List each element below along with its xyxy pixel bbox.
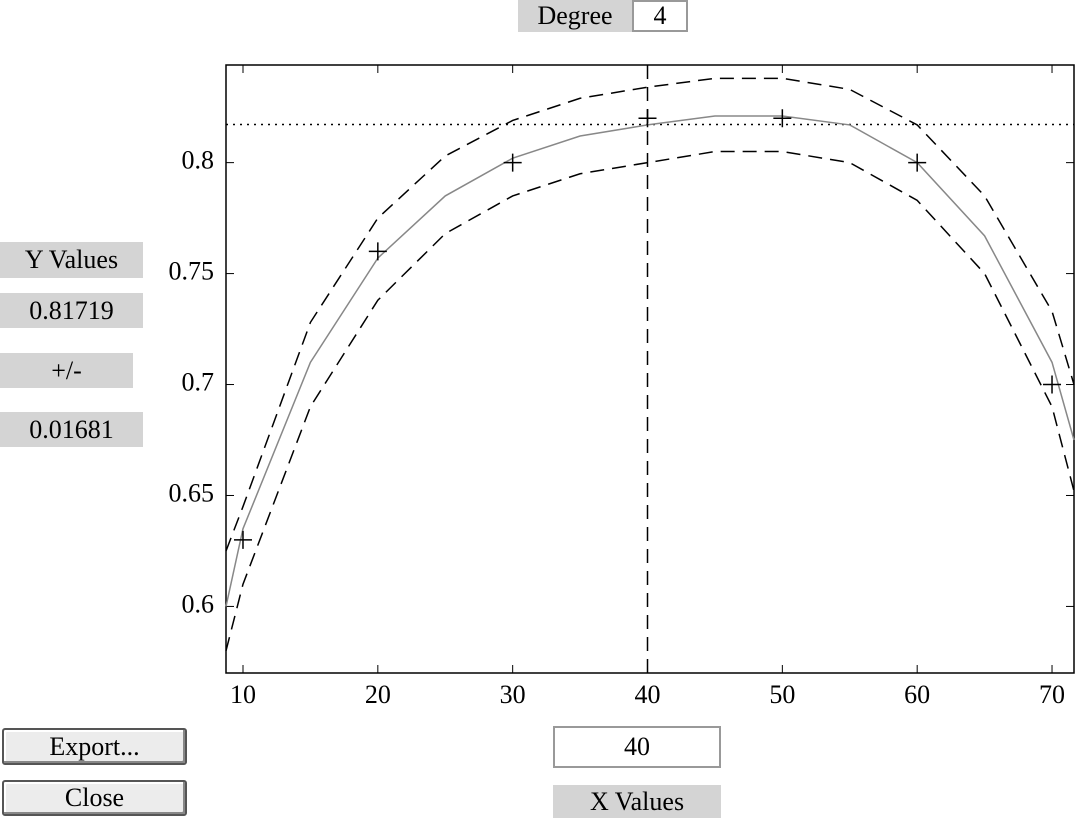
x-input[interactable]: 40 [553, 726, 721, 768]
y-value: 0.81719 [0, 293, 143, 328]
x-tick-label: 20 [365, 680, 391, 709]
close-button[interactable]: Close [2, 780, 187, 816]
data-point [503, 153, 522, 172]
degree-label: Degree [518, 0, 632, 32]
data-point [1043, 375, 1062, 394]
confidence-bound [225, 77, 1075, 552]
x-tick-label: 50 [769, 680, 795, 709]
plot-area [225, 64, 1075, 674]
data-point [908, 153, 927, 172]
y-halfwidth: 0.01681 [0, 412, 143, 447]
x-values-label: X Values [553, 785, 721, 818]
y-tick-label: 0.8 [182, 146, 215, 175]
x-tick-label: 70 [1039, 680, 1065, 709]
x-tick-label: 30 [500, 680, 526, 709]
y-tick-label: 0.6 [182, 589, 215, 618]
y-tick-label: 0.65 [169, 478, 215, 507]
confidence-bound [225, 150, 1075, 651]
x-tick-label: 40 [635, 680, 661, 709]
x-tick-label: 10 [230, 680, 256, 709]
plus-minus-label: +/- [0, 353, 133, 388]
data-point [233, 530, 252, 549]
y-tick-label: 0.75 [169, 257, 215, 286]
data-point [638, 109, 657, 128]
x-tick-label: 60 [904, 680, 930, 709]
degree-input[interactable]: 4 [632, 0, 688, 32]
y-tick-label: 0.7 [182, 368, 215, 397]
y-values-label: Y Values [0, 242, 143, 278]
export-button[interactable]: Export... [2, 728, 187, 765]
data-point [368, 242, 387, 261]
data-point [773, 109, 792, 128]
